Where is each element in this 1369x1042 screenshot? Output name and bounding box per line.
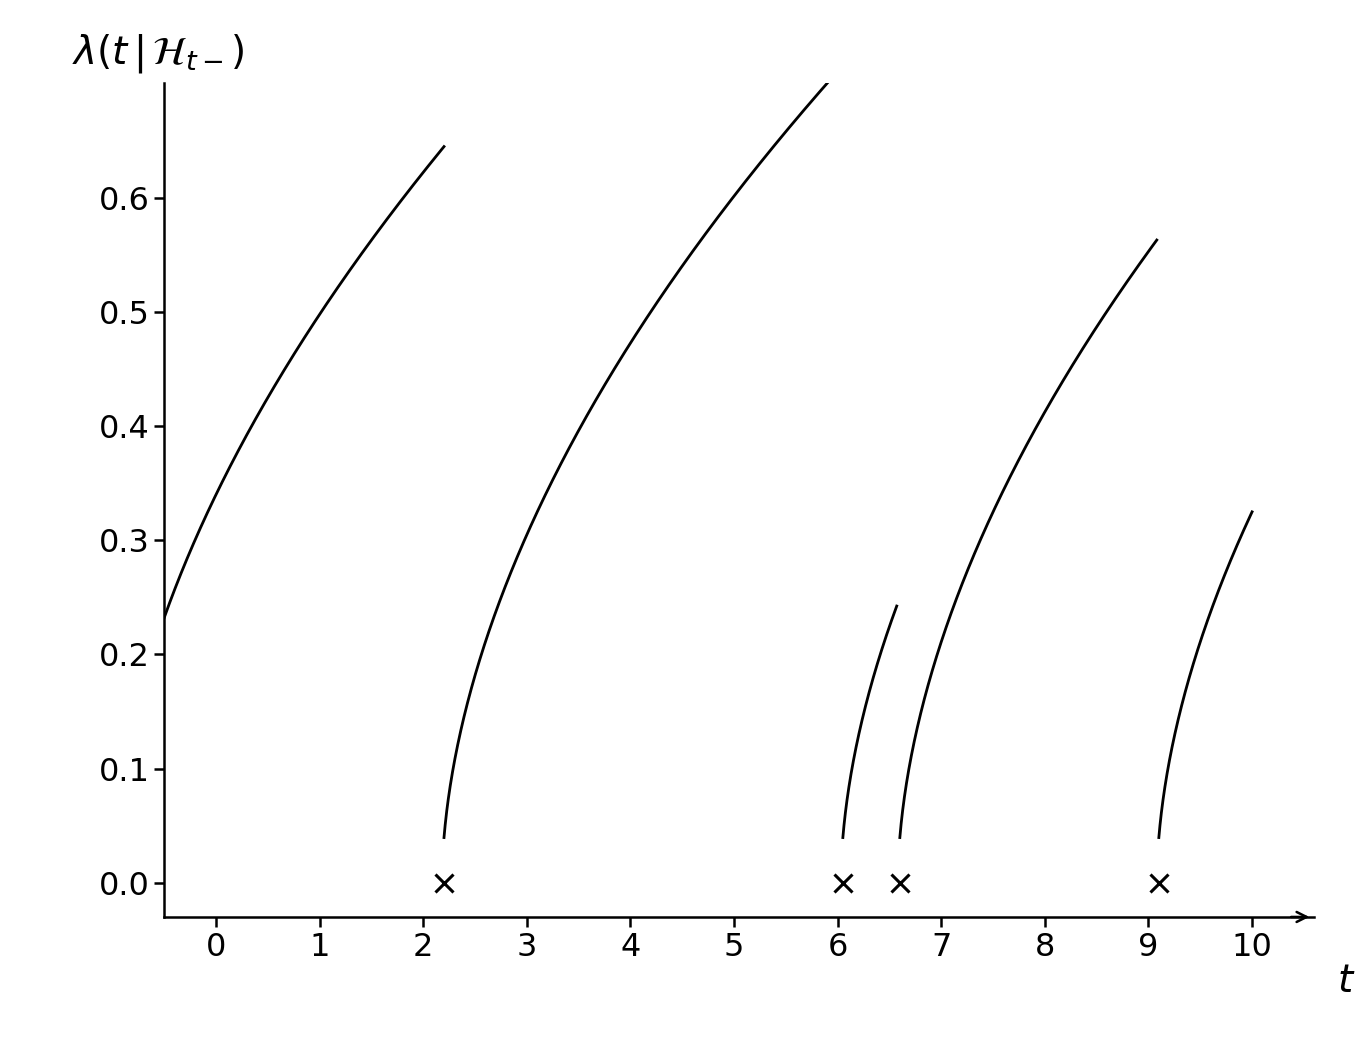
Text: $t$: $t$ (1338, 963, 1355, 1000)
Text: $\lambda(t\,|\,\mathcal{H}_{t-})$: $\lambda(t\,|\,\mathcal{H}_{t-})$ (73, 32, 245, 75)
